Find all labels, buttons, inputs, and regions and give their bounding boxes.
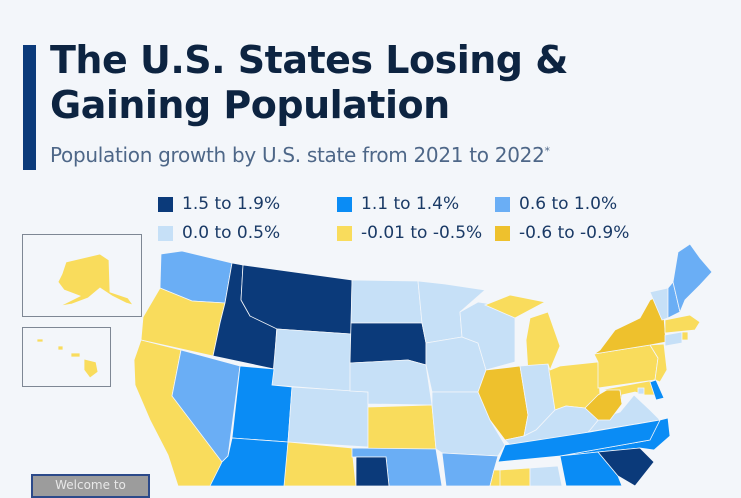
state-tx [355, 456, 390, 486]
legend-item: -0.01 to -0.5% [337, 223, 482, 243]
state-nm [283, 441, 357, 486]
state-ri [681, 331, 689, 341]
legend-label: 0.0 to 0.5% [182, 223, 281, 243]
legend-swatch [495, 225, 510, 241]
state-co [287, 386, 369, 448]
state-de [649, 379, 665, 401]
legend-swatch [158, 196, 173, 212]
welcome-overlay-button[interactable]: Welcome to [31, 474, 150, 498]
state-nd [350, 279, 423, 324]
state-ar [441, 452, 499, 486]
page-title: The U.S. States Losing & Gaining Populat… [50, 38, 568, 128]
state-al [529, 465, 563, 486]
legend-item: 0.0 to 0.5% [158, 223, 280, 243]
state-sd [349, 322, 427, 366]
us-map [36, 243, 713, 486]
legend-swatch [495, 196, 510, 212]
legend-item: 1.1 to 1.4% [337, 194, 459, 214]
state-ga [559, 451, 623, 486]
legend-item: -0.6 to -0.9% [495, 223, 629, 243]
title-accent-bar [23, 45, 36, 170]
state-nj [649, 343, 668, 383]
welcome-label: Welcome to [55, 478, 126, 492]
state-wi [459, 301, 516, 371]
legend-label: 1.1 to 1.4% [361, 194, 460, 214]
legend-swatch [158, 225, 173, 241]
title-line-2: Gaining Population [50, 83, 450, 127]
subtitle: Population growth by U.S. state from 202… [50, 143, 550, 167]
state-ma [664, 314, 701, 334]
state-hi [36, 338, 99, 379]
footnote-marker: * [544, 144, 551, 158]
state-ct [664, 331, 683, 347]
state-ks [367, 404, 437, 450]
legend-item: 1.5 to 1.9% [158, 194, 280, 214]
hawaii-inset [22, 327, 111, 387]
state-ne [349, 359, 433, 406]
state-tn [497, 419, 661, 463]
legend-label: -0.6 to -0.9% [519, 223, 630, 243]
legend-label: -0.01 to -0.5% [361, 223, 483, 243]
legend-label: 1.5 to 1.9% [182, 194, 281, 214]
state-ak [57, 253, 134, 307]
state-wy [271, 328, 352, 392]
legend-item: 0.6 to 1.0% [495, 194, 617, 214]
state-ms [499, 467, 531, 486]
state-sc [597, 447, 655, 486]
title-line-1: The U.S. States Losing & [50, 38, 568, 82]
state-dc [637, 387, 645, 395]
state-ia [425, 336, 487, 393]
state-me [672, 243, 713, 314]
subtitle-text: Population growth by U.S. state from 202… [50, 143, 545, 167]
legend-label: 0.6 to 1.0% [519, 194, 618, 214]
legend-swatch [337, 225, 352, 241]
legend-swatch [337, 196, 352, 212]
